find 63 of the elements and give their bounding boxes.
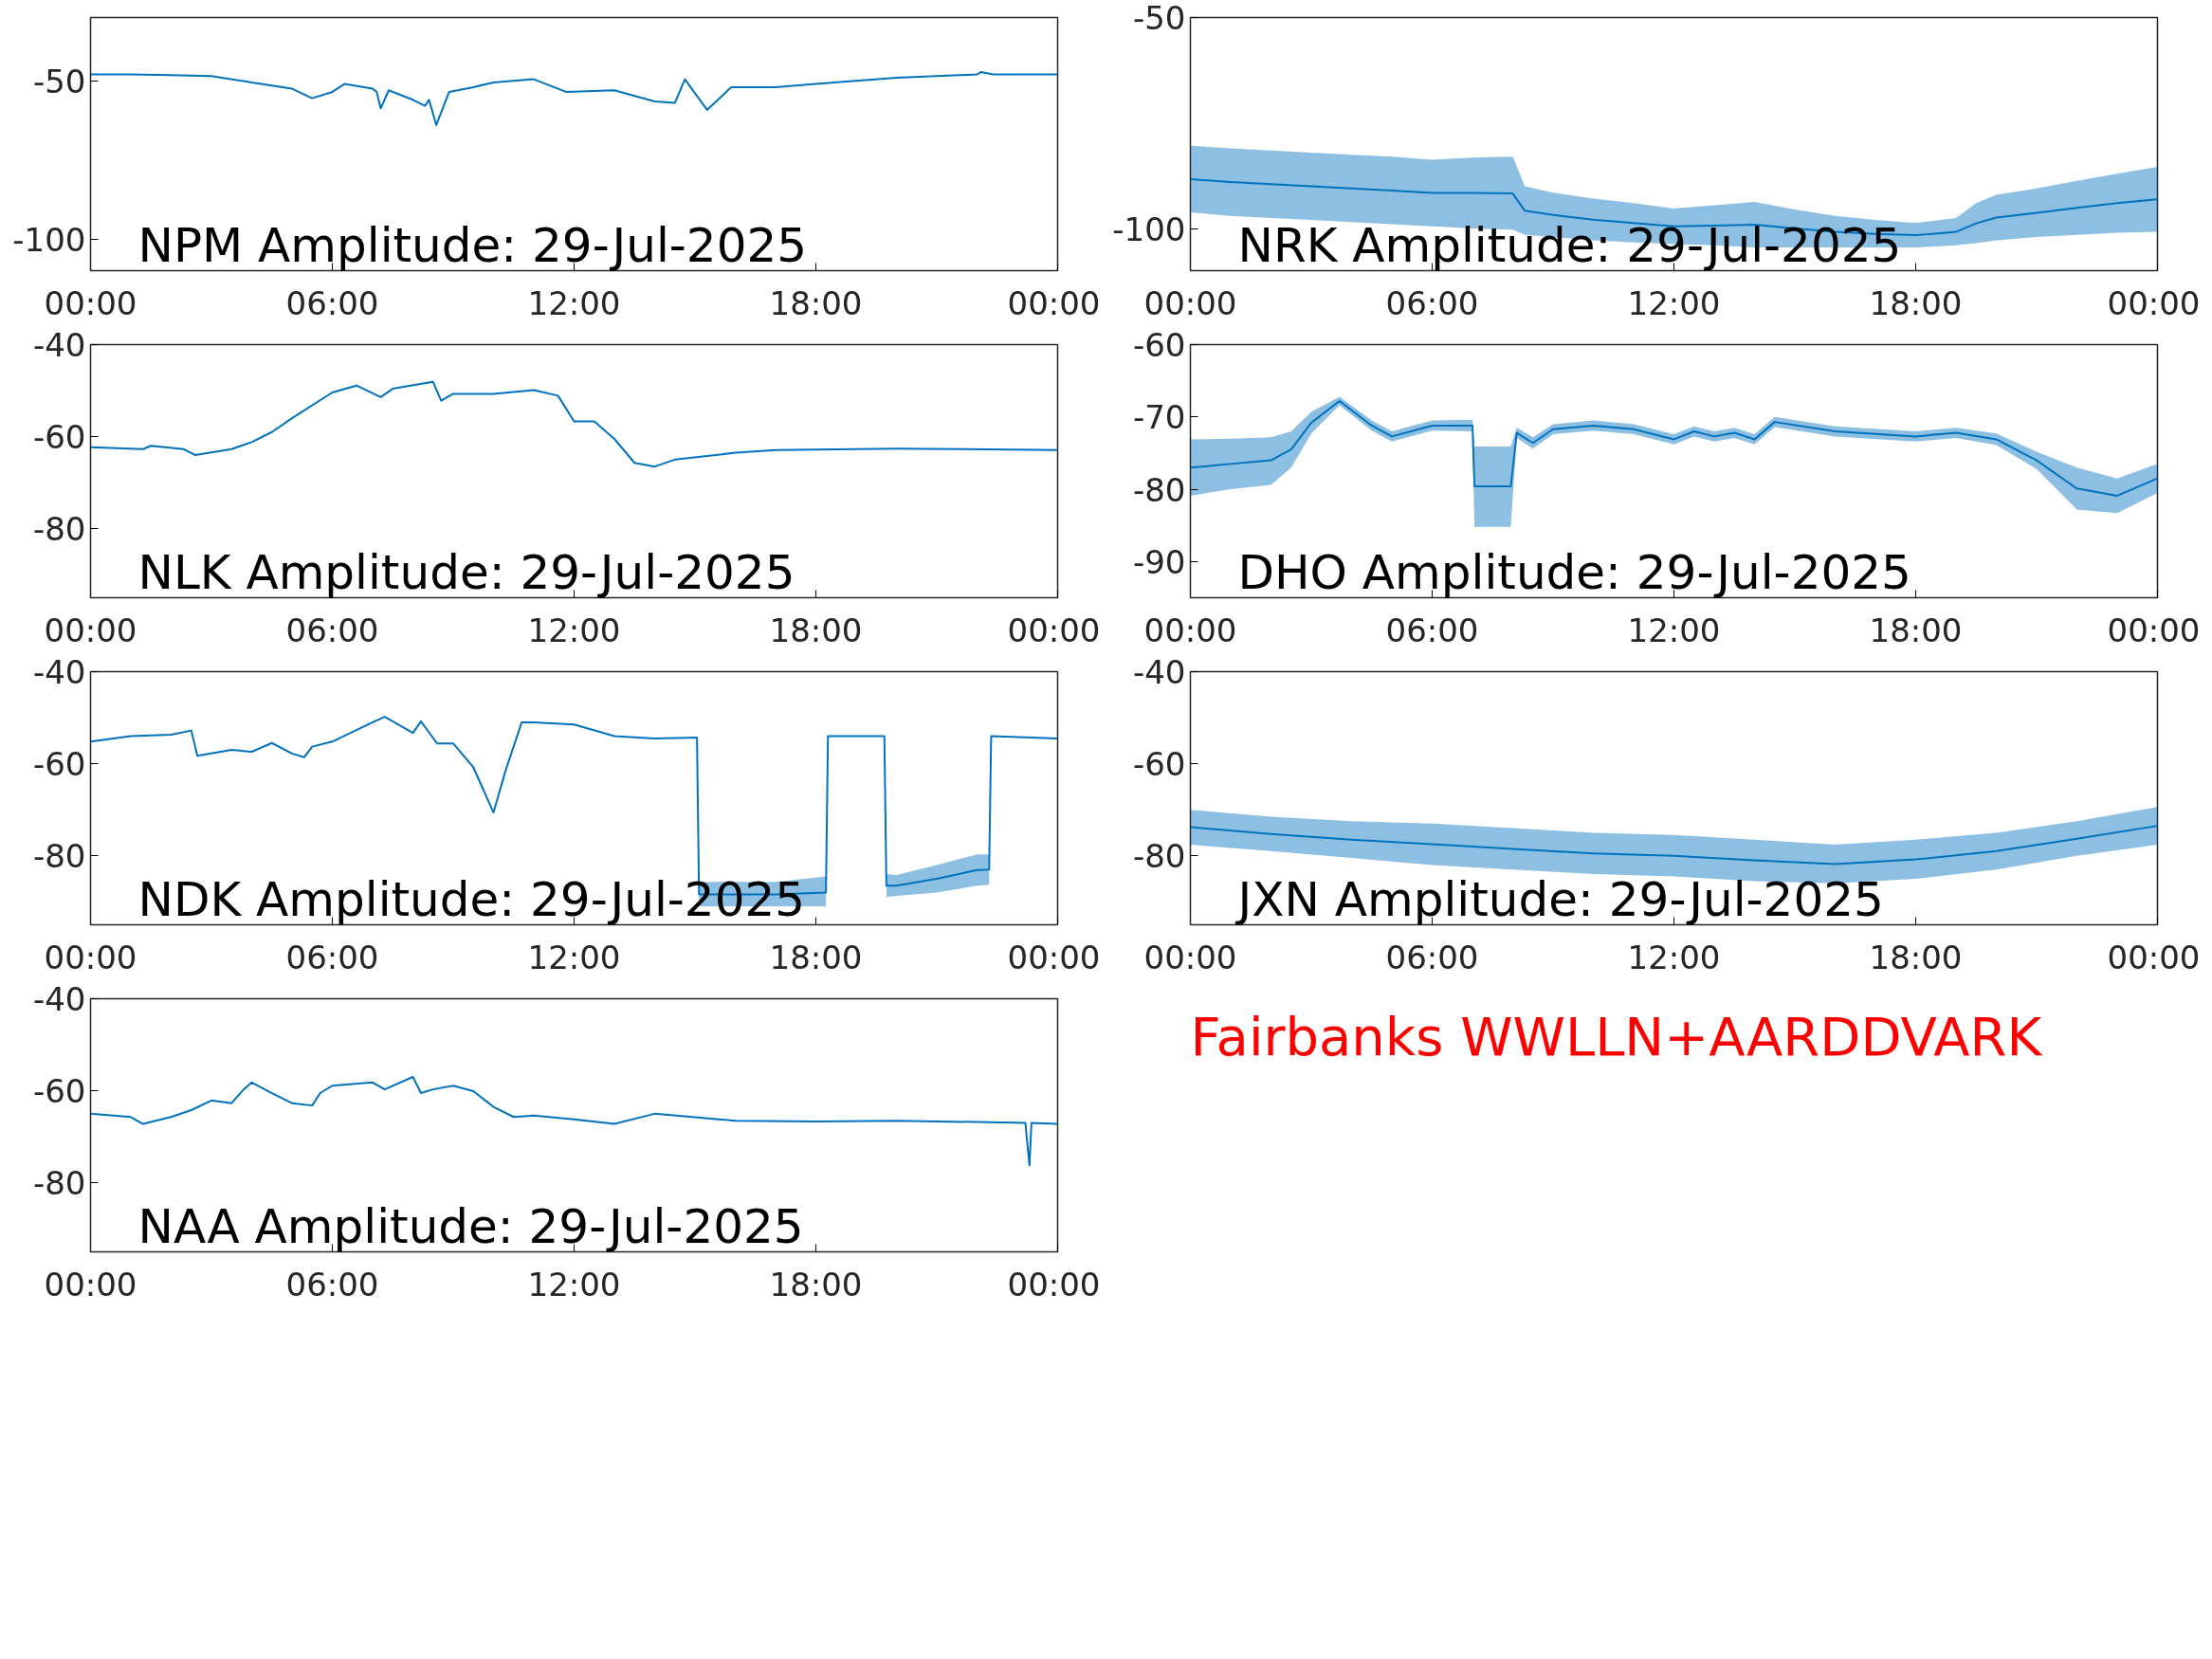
y-tick-label: -50 [1132, 0, 1186, 37]
x-tick-label: 00:00 [1007, 938, 1101, 976]
x-tick-label: 18:00 [1869, 611, 1963, 649]
x-tick-label: 00:00 [1143, 611, 1237, 649]
x-tick-label: 06:00 [1385, 611, 1479, 649]
x-tick-label: 00:00 [44, 283, 137, 322]
x-tick-label: 18:00 [769, 938, 863, 976]
y-tick-label: -60 [32, 418, 86, 457]
x-tick-label: 06:00 [285, 1265, 379, 1304]
x-tick-label: 06:00 [285, 611, 379, 649]
x-tick-label: 00:00 [1007, 283, 1101, 322]
text: JXN Amplitude: 29-Jul-2025 [1234, 871, 1884, 927]
y-tick-label: -80 [32, 510, 86, 549]
x-tick-label: 00:00 [2107, 611, 2201, 649]
y-tick-label: -40 [32, 653, 86, 691]
y-tick-label: -90 [1132, 542, 1186, 581]
x-tick-label: 00:00 [1143, 283, 1237, 322]
x-tick-label: 18:00 [769, 611, 863, 649]
y-tick-label: -80 [1132, 470, 1186, 509]
y-tick-label: -60 [1132, 745, 1186, 784]
text: NLK Amplitude: 29-Jul-2025 [137, 544, 795, 600]
y-tick-label: -60 [32, 1072, 86, 1111]
x-tick-label: 00:00 [2107, 938, 2201, 976]
y-tick-label: -80 [32, 1164, 86, 1203]
y-tick-label: -80 [32, 837, 86, 876]
y-tick-label: -60 [32, 745, 86, 784]
text: NAA Amplitude: 29-Jul-2025 [137, 1198, 804, 1254]
x-tick-label: 00:00 [2107, 283, 2201, 322]
x-tick-label: 18:00 [1869, 283, 1963, 322]
x-tick-label: 00:00 [44, 1265, 137, 1304]
x-tick-label: 06:00 [285, 938, 379, 976]
text: NPM Amplitude: 29-Jul-2025 [137, 217, 808, 273]
x-tick-label: 00:00 [44, 938, 137, 976]
x-tick-label: 18:00 [769, 1265, 863, 1304]
x-tick-label: 12:00 [527, 1265, 621, 1304]
x-tick-label: 12:00 [527, 938, 621, 976]
text: Fairbanks WWLLN+AARDDVARK [1190, 1005, 2043, 1067]
x-tick-label: 12:00 [527, 611, 621, 649]
x-tick-label: 12:00 [527, 283, 621, 322]
y-tick-label: -100 [12, 220, 86, 259]
text: DHO Amplitude: 29-Jul-2025 [1237, 544, 1911, 600]
text: NDK Amplitude: 29-Jul-2025 [137, 871, 806, 927]
x-tick-label: 00:00 [1007, 1265, 1101, 1304]
x-tick-label: 06:00 [1385, 283, 1479, 322]
x-tick-label: 00:00 [1143, 938, 1237, 976]
x-tick-label: 06:00 [1385, 938, 1479, 976]
y-tick-label: -70 [1132, 398, 1186, 437]
y-tick-label: -50 [32, 62, 86, 100]
x-tick-label: 00:00 [1007, 611, 1101, 649]
x-tick-label: 06:00 [285, 283, 379, 322]
y-tick-label: -100 [1112, 210, 1186, 248]
y-tick-label: -60 [1132, 326, 1186, 364]
x-tick-label: 18:00 [1869, 938, 1963, 976]
y-tick-label: -40 [32, 980, 86, 1018]
y-tick-label: -80 [1132, 837, 1186, 876]
y-tick-label: -40 [1132, 653, 1186, 691]
x-tick-label: 12:00 [1627, 938, 1721, 976]
x-tick-label: 12:00 [1627, 283, 1721, 322]
x-tick-label: 18:00 [769, 283, 863, 322]
y-tick-label: -40 [32, 326, 86, 364]
text: NRK Amplitude: 29-Jul-2025 [1237, 217, 1902, 273]
x-tick-label: 00:00 [44, 611, 137, 649]
x-tick-label: 12:00 [1627, 611, 1721, 649]
